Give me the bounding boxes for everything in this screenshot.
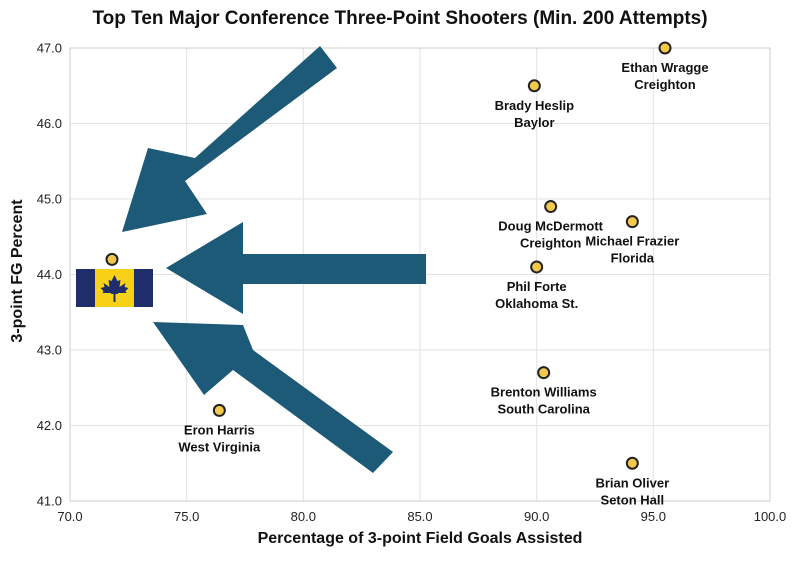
arrow-middle [166,222,426,314]
y-tick-label: 42.0 [37,418,62,433]
x-tick-label: 80.0 [291,509,316,524]
point-label-name: Brady Heslip [495,98,575,113]
data-points [105,41,672,470]
point-label-team: South Carolina [497,402,590,417]
data-point [537,366,551,380]
x-tick-label: 95.0 [641,509,666,524]
point-label-team: Seton Hall [601,492,665,507]
x-tick-label: 90.0 [524,509,549,524]
point-label-name: Michael Frazier [585,234,679,249]
arrows [122,46,426,473]
point-label-name: Ethan Wragge [621,60,708,75]
arrow-top [122,46,337,232]
y-tick-label: 46.0 [37,116,62,131]
point-label-name: Doug McDermott [498,219,603,234]
tick-labels: 70.0 75.0 80.0 85.0 90.0 95.0 100.0 41.0 42.0 43.… [37,41,787,525]
chart-title: Top Ten Major Conference Three-Point Sho… [92,8,708,29]
y-tick-label: 43.0 [37,343,62,358]
data-point [527,79,541,93]
y-axis-label: 3-point FG Percent [9,199,26,343]
x-tick-label: 100.0 [754,509,787,524]
canada-flag-icon [76,269,153,307]
point-label-team: Baylor [514,115,554,130]
data-point [544,200,558,214]
point-label-team: Creighton [634,77,695,92]
data-point [212,403,226,417]
point-label-name: Brian Oliver [595,475,669,490]
point-label-team: Oklahoma St. [495,296,578,311]
data-point [105,252,119,266]
point-label-team: Florida [611,251,655,266]
x-tick-label: 75.0 [174,509,199,524]
data-point [625,215,639,229]
y-tick-label: 47.0 [37,41,62,56]
point-labels: Ethan Wragge Creighton Brady Heslip Baylor D… [178,60,708,507]
maple-leaf-icon [100,275,129,302]
x-tick-label: 70.0 [57,509,82,524]
point-label-name: Brenton Williams [491,385,597,400]
plot-frame [69,47,771,502]
data-point [625,456,639,470]
x-axis-label: Percentage of 3-point Field Goals Assist… [257,530,583,547]
data-point [530,260,544,274]
point-label-name: Phil Forte [507,279,567,294]
point-label-team: West Virginia [178,439,261,454]
x-tick-label: 85.0 [407,509,432,524]
data-point [658,41,672,55]
arrow-bottom [153,322,393,473]
y-tick-label: 41.0 [37,494,62,509]
point-label-name: Eron Harris [184,422,255,437]
y-tick-label: 45.0 [37,192,62,207]
point-label-team: Creighton [520,236,581,251]
y-tick-label: 44.0 [37,267,62,282]
